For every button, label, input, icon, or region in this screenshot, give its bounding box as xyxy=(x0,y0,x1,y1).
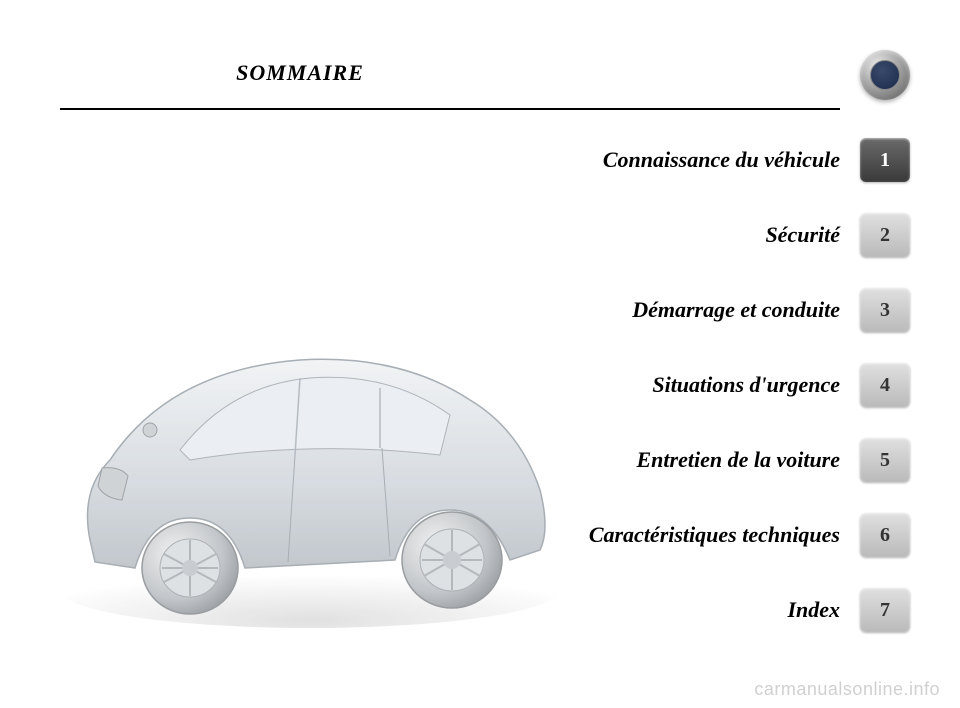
toc-item[interactable]: Index xyxy=(60,590,840,665)
header-divider xyxy=(60,108,840,110)
chapter-tab-2[interactable]: 2 xyxy=(860,213,910,257)
watermark-text: carmanualsonline.info xyxy=(754,679,940,700)
chapter-tab-3[interactable]: 3 xyxy=(860,288,910,332)
toc-item[interactable]: Caractéristiques techniques xyxy=(60,515,840,590)
chapter-tab-5[interactable]: 5 xyxy=(860,438,910,482)
toc-item[interactable]: Démarrage et conduite xyxy=(60,290,840,365)
page-title: SOMMAIRE xyxy=(60,60,540,86)
lancia-logo-icon xyxy=(870,60,900,90)
chapter-tabs: 1 2 3 4 5 6 7 xyxy=(860,138,910,663)
toc-item[interactable]: Connaissance du véhicule xyxy=(60,140,840,215)
toc-item[interactable]: Entretien de la voiture xyxy=(60,440,840,515)
toc-item[interactable]: Sécurité xyxy=(60,215,840,290)
toc-item[interactable]: Situations d'urgence xyxy=(60,365,840,440)
chapter-tab-7[interactable]: 7 xyxy=(860,588,910,632)
brand-badge xyxy=(860,50,910,100)
chapter-tab-4[interactable]: 4 xyxy=(860,363,910,407)
chapter-tab-6[interactable]: 6 xyxy=(860,513,910,557)
chapter-tab-1[interactable]: 1 xyxy=(860,138,910,182)
toc-list: Connaissance du véhicule Sécurité Démarr… xyxy=(60,140,840,665)
page-container: SOMMAIRE xyxy=(60,30,900,650)
